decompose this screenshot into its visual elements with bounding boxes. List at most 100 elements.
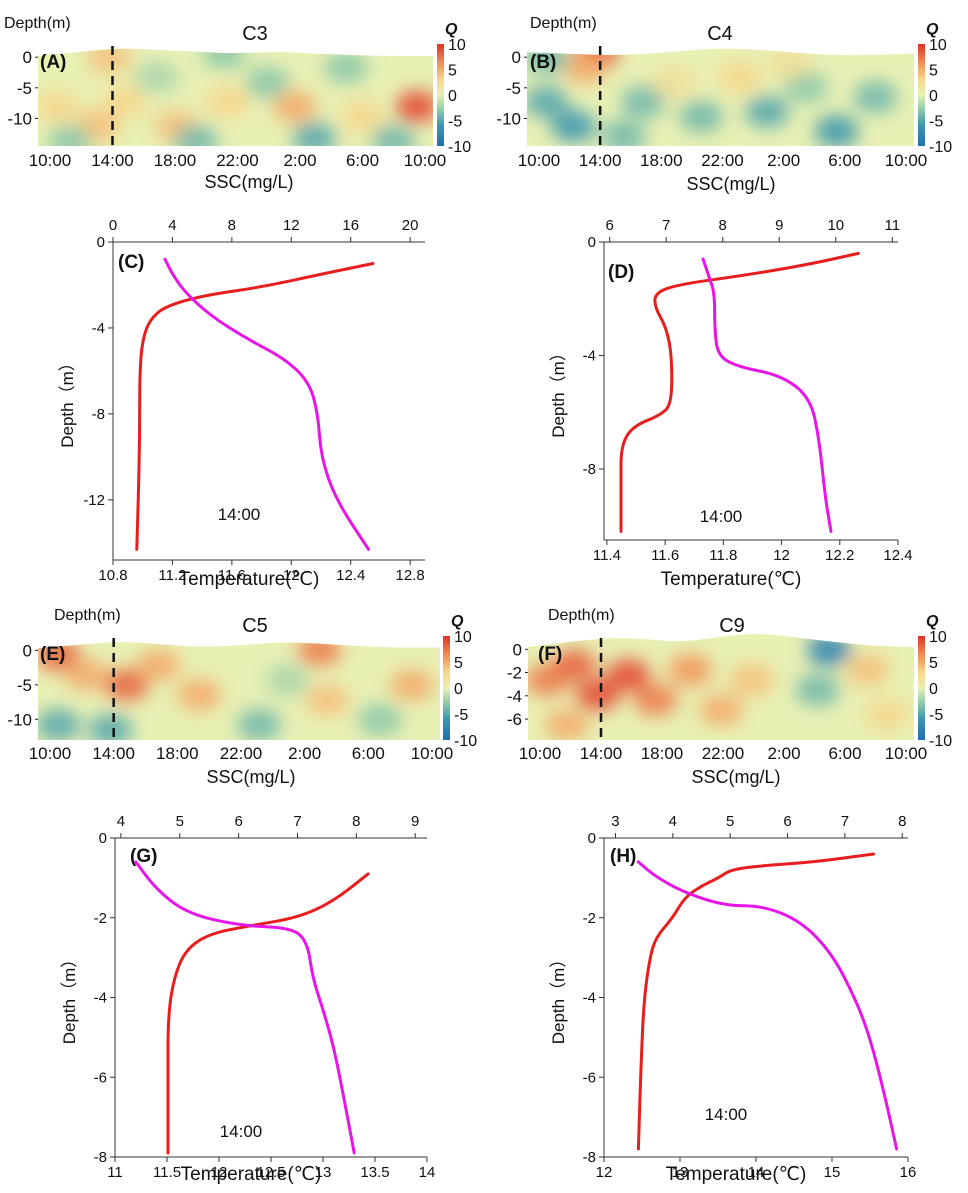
y-tick-label: -8	[583, 1149, 596, 1166]
x-tick-label: 22:00	[220, 744, 263, 763]
profile-panel: 4 5 6 7 8 9 11 11.5 12 12.5 13 13.5 14 0 -2 -4 -6 -8 SSC(m…	[60, 767, 435, 1185]
time-annotation: 14:00	[700, 507, 743, 526]
x-tick-label: 14:00	[92, 744, 135, 763]
x-tick-label: 18:00	[640, 151, 683, 170]
temperature-profile-line	[701, 257, 833, 533]
x-bottom-axis-label: Temperature(℃)	[179, 569, 320, 590]
colorbar-tick-label: 5	[929, 63, 938, 80]
x-tick-label: 10:00	[404, 151, 447, 170]
y-axis-label: Depth（m）	[549, 344, 568, 438]
x-bottom-tick-label: 12.8	[396, 567, 425, 584]
heatmap-field	[528, 634, 914, 740]
colorbar	[437, 44, 444, 146]
x-bottom-tick-label: 11.2	[158, 567, 186, 584]
x-tick-label: 22:00	[702, 744, 745, 763]
profile-panel: 3 4 5 6 7 8 12 13 14 15 16 0 -2 -4 -6 -8 SSC(mg/L) Temper…	[549, 767, 916, 1185]
x-tick-label: 6:00	[346, 151, 379, 170]
colorbar	[918, 636, 925, 740]
x-bottom-tick-label: 11.8	[709, 547, 737, 564]
x-top-tick-label: 5	[176, 813, 184, 830]
heatmap-cell	[339, 100, 384, 133]
y-tick-label: -2	[94, 910, 107, 927]
x-top-tick-label: 5	[726, 813, 734, 830]
x-tick-label: 22:00	[216, 151, 259, 170]
colorbar-label: Q	[451, 613, 464, 630]
heatmap-cell	[717, 61, 762, 94]
y-axis-label: Depth（m）	[58, 354, 77, 448]
heatmap-cell	[87, 48, 132, 74]
heatmap-cell	[389, 669, 434, 701]
x-tick-label: 10:00	[518, 151, 561, 170]
x-tick-label: 14:00	[580, 744, 623, 763]
x-top-tick-label: 6	[605, 217, 613, 234]
heatmap-cell	[292, 122, 337, 146]
y-tick-label: -5	[17, 676, 32, 695]
x-tick-label: 18:00	[641, 744, 684, 763]
ssc-profile-line	[636, 852, 876, 1151]
panel-label: (A)	[40, 52, 66, 73]
y-tick-label: 0	[512, 48, 521, 67]
x-bottom-axis-label: Temperature(℃)	[666, 1164, 807, 1185]
panel-label: (E)	[40, 644, 65, 665]
panel-title: C5	[242, 615, 268, 637]
panel-title: C9	[719, 615, 745, 637]
heatmap-cell	[768, 48, 813, 79]
x-bottom-tick-label: 11.4	[593, 547, 621, 564]
heatmap-cell	[864, 699, 909, 731]
colorbar-tick-label: -10	[454, 733, 477, 750]
x-tick-label: 10:00	[29, 744, 72, 763]
colorbar-label: Q	[445, 21, 458, 38]
y-tick-label: -12	[83, 492, 105, 509]
heatmap-field	[527, 48, 914, 146]
heatmap-cell	[814, 115, 859, 146]
heatmap-cell	[272, 90, 317, 123]
x-tick-label: 14:00	[579, 151, 622, 170]
y-tick-label: -2	[507, 664, 522, 683]
panel-label: (D)	[608, 262, 634, 283]
x-bottom-axis-label: Temperature(℃)	[181, 1164, 322, 1185]
temperature-profile-line	[134, 860, 356, 1155]
x-bottom-tick-label: 15	[824, 1164, 841, 1181]
x-top-tick-label: 20	[402, 217, 419, 234]
x-bottom-tick-label: 10.8	[98, 567, 127, 584]
y-axis-label: Depth(m)	[54, 607, 121, 624]
heatmap-cell	[575, 679, 620, 711]
x-bottom-tick-label: 12.5	[256, 1164, 285, 1181]
x-bottom-tick-label: 12.4	[336, 567, 365, 584]
y-tick-label: 0	[23, 641, 32, 660]
x-tick-label: 18:00	[156, 744, 199, 763]
heatmap-cell	[544, 709, 589, 740]
x-tick-label: 2:00	[767, 151, 800, 170]
x-tick-label: 18:00	[154, 151, 197, 170]
x-top-tick-label: 8	[352, 813, 360, 830]
y-tick-label: -4	[583, 990, 596, 1007]
heatmap-cell	[357, 704, 402, 736]
x-bottom-tick-label: 16	[900, 1164, 917, 1181]
time-annotation: 14:00	[705, 1105, 748, 1124]
heatmap-cell	[201, 48, 246, 69]
heatmap-cell	[297, 642, 342, 666]
x-bottom-tick-label: 14	[748, 1164, 765, 1181]
x-tick-label: 10:00	[885, 151, 928, 170]
x-bottom-tick-label: 12	[211, 1164, 228, 1181]
y-tick-label: -10	[7, 109, 32, 128]
heatmap-cell	[176, 679, 221, 711]
time-annotation: 14:00	[218, 505, 261, 524]
x-tick-label: 2:00	[283, 151, 316, 170]
x-top-tick-label: 7	[293, 813, 301, 830]
x-bottom-tick-label: 12.4	[883, 547, 912, 564]
heatmap-cell	[88, 714, 133, 740]
x-bottom-tick-label: 12	[283, 567, 300, 584]
colorbar	[918, 44, 925, 146]
panel-label: (C)	[118, 252, 144, 273]
colorbar-tick-label: -5	[448, 114, 462, 131]
x-bottom-tick-label: 11	[107, 1164, 123, 1181]
x-top-tick-label: 4	[117, 813, 125, 830]
heatmap-panel: 0 -2 -4 -6 10:00 14:00 18:00 22:00 2:00 6:00 10:00…	[507, 607, 952, 763]
heatmap-cell	[265, 664, 310, 696]
heatmap-cell	[47, 125, 92, 146]
x-top-axis-label: SSC(mg/L)	[206, 767, 295, 787]
y-tick-label: -6	[507, 710, 522, 729]
y-tick-label: -4	[94, 990, 107, 1007]
